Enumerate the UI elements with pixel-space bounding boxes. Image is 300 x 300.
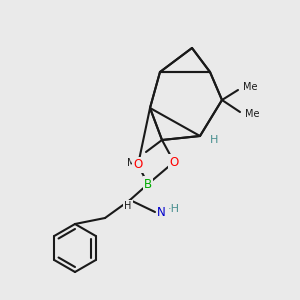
Text: B: B (144, 178, 152, 190)
Text: H: H (210, 135, 218, 145)
Text: H: H (124, 201, 132, 211)
Text: ·H: ·H (168, 204, 180, 214)
Text: Me: Me (245, 109, 260, 119)
Text: Me: Me (127, 158, 141, 168)
Text: N: N (157, 206, 166, 218)
Text: O: O (169, 155, 178, 169)
Text: Me: Me (243, 82, 257, 92)
Text: O: O (134, 158, 142, 172)
